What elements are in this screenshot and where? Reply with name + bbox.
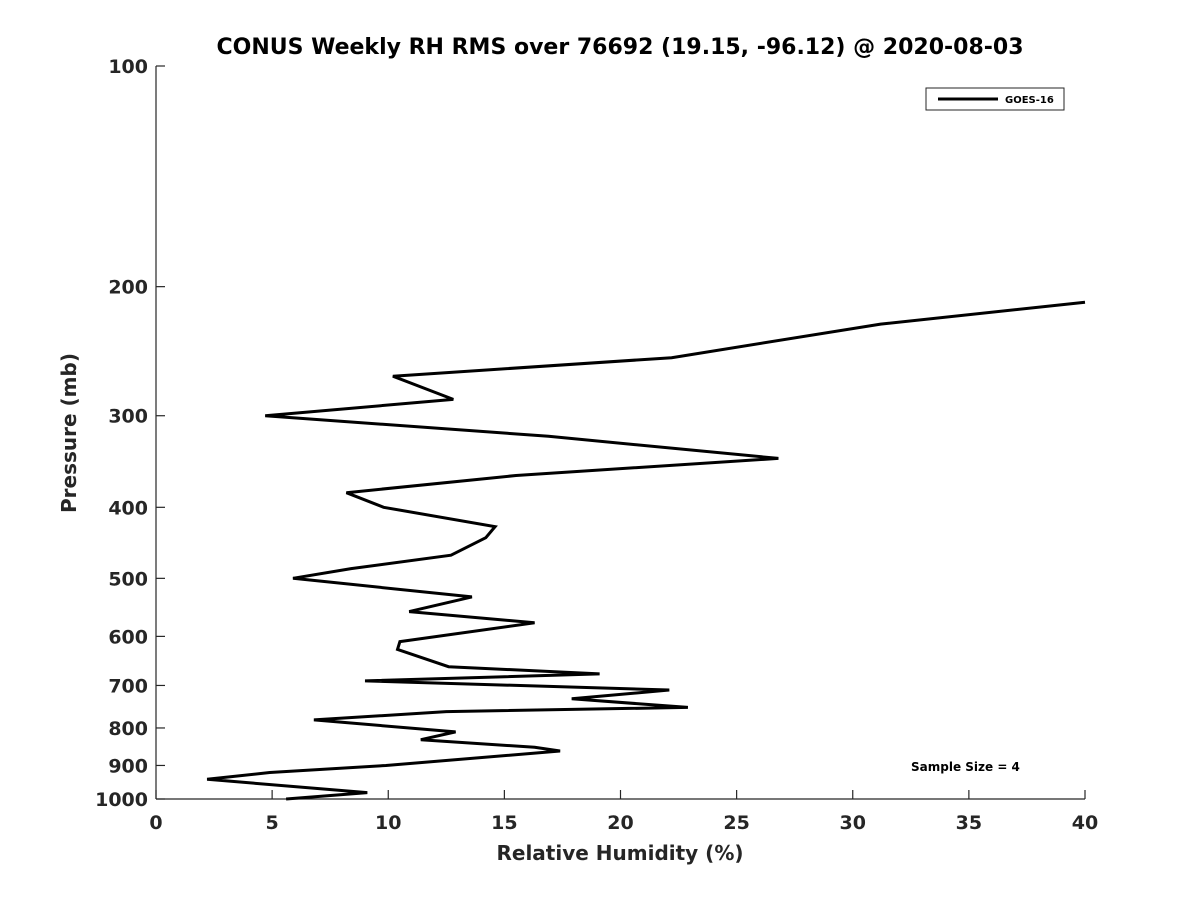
chart-title: CONUS Weekly RH RMS over 76692 (19.15, -… [216,35,1023,60]
x-tick-label: 20 [607,812,633,834]
x-tick-label: 0 [149,812,162,834]
series-layer [206,300,1086,801]
y-tick-label: 700 [108,675,148,697]
x-tick-label: 35 [956,812,982,834]
y-tick-label: 100 [108,56,148,78]
series-line-0 [206,300,1086,801]
x-ticks: 0 5 10 15 20 25 30 35 40 [149,790,1098,834]
x-tick-label: 30 [840,812,866,834]
x-tick-label: 25 [723,812,749,834]
y-tick-label: 1000 [95,789,148,811]
y-tick-label: 200 [108,277,148,299]
y-tick-label: 500 [108,568,148,590]
y-tick-label: 600 [108,626,148,648]
x-tick-label: 5 [266,812,279,834]
sample-size-annotation: Sample Size = 4 [911,760,1020,774]
legend: GOES-16 [925,87,1065,111]
y-tick-label: 900 [108,755,148,777]
x-tick-label: 40 [1072,812,1098,834]
y-axis-label: Pressure (mb) [57,353,81,513]
y-ticks: 100 200 300 400 500 600 700 800 900 1000 [95,56,165,811]
y-tick-label: 800 [108,718,148,740]
y-tick-label: 300 [108,406,148,428]
x-axis-label: Relative Humidity (%) [496,841,743,865]
x-tick-label: 15 [491,812,517,834]
x-tick-label: 10 [375,812,401,834]
y-tick-label: 400 [108,497,148,519]
legend-label: GOES-16 [1005,95,1054,106]
